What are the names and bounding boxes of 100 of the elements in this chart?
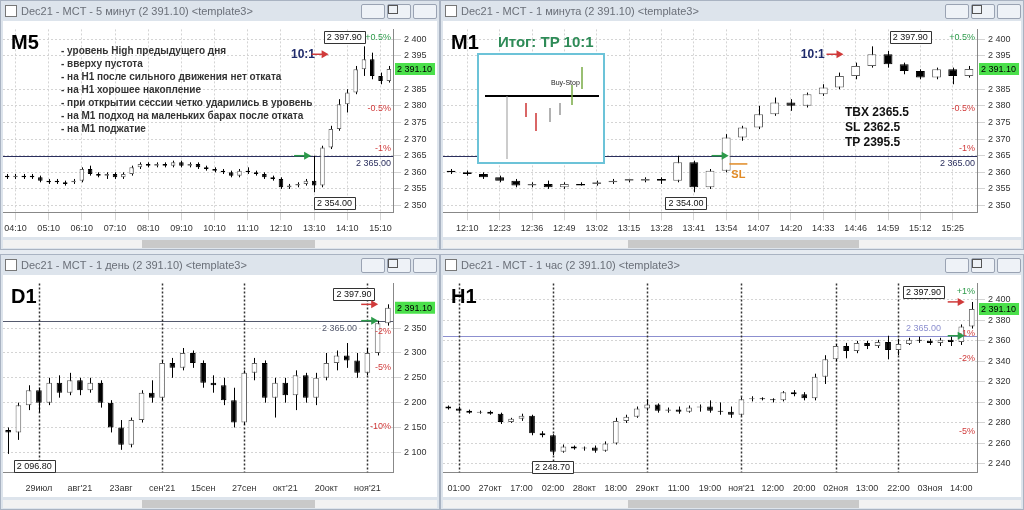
x-tick-label: 06:10: [70, 223, 94, 234]
annotation: TP 2395.5: [845, 135, 901, 150]
x-tick-label: ноя'21: [728, 483, 755, 494]
y-tick-label: 2 320: [988, 376, 1011, 387]
annotation: -5%: [374, 361, 391, 372]
x-tick-label: 11:00: [667, 483, 690, 494]
x-tick-label: 15:10: [369, 223, 392, 234]
x-tick-label: 11:10: [236, 223, 259, 234]
annotation: 2 096.80: [16, 460, 52, 471]
annotation: -5%: [958, 426, 975, 437]
y-tick-label: 2 365: [988, 150, 1011, 161]
y-tick-label: 2 370: [988, 133, 1011, 144]
x-tick-label: 14:00: [950, 483, 973, 494]
x-tick-label: 14:07: [747, 223, 770, 234]
x-tick-label: 09:10: [170, 223, 193, 234]
x-tick-label: 14:20: [779, 223, 803, 234]
annotation: Итог: TP 10:1: [498, 33, 594, 51]
annotation: +0.5%: [949, 31, 975, 42]
annotation: 2 397.90: [892, 32, 928, 43]
x-tick-label: ноя'21: [354, 483, 381, 494]
x-tick-label: 27окт: [478, 483, 502, 494]
annotation: 2 248.70: [534, 462, 570, 472]
y-tick-label: 2 360: [988, 335, 1011, 346]
annotation: - на H1 хорошее накопление: [61, 83, 202, 95]
annotation: -2%: [374, 326, 391, 337]
x-tick-label: окт'21: [272, 483, 298, 494]
y-tick-label: 2 100: [404, 446, 427, 457]
y-tick-label: 2 375: [404, 116, 427, 127]
y-tick-label: 2 355: [404, 183, 427, 194]
annotation: SL: [731, 167, 746, 180]
chart-title: H1: [451, 284, 477, 307]
y-tick-label: 2 400: [988, 294, 1011, 305]
y-tick-label: 2 200: [404, 397, 427, 408]
x-tick-label: 13:00: [855, 483, 879, 494]
x-tick-label: 07:10: [103, 223, 127, 234]
y-tick-label: 2 350: [404, 322, 427, 333]
y-tick-label: 2 380: [988, 100, 1011, 111]
y-tick-label: 2 395: [404, 50, 427, 61]
y-tick-label: 2 400: [988, 33, 1011, 44]
x-tick-label: 12:36: [520, 223, 544, 234]
x-tick-label: 15:12: [909, 223, 932, 234]
ref-line-label: 2 365.00: [355, 157, 391, 168]
y-tick-label: 2 360: [988, 166, 1011, 177]
x-tick-label: 23авг: [109, 483, 134, 494]
y-tick-label: 2 300: [988, 396, 1011, 407]
annotation: SL 2362.5: [845, 120, 901, 135]
x-tick-label: 12:23: [488, 223, 511, 234]
x-tick-label: 12:49: [553, 223, 576, 234]
y-tick-label: 2 300: [404, 347, 427, 358]
x-tick-label: 13:02: [585, 223, 608, 234]
x-tick-label: 13:15: [617, 223, 641, 234]
text: 2 391.10: [397, 302, 433, 313]
annotation: - на H1 после сильного движения нет отката: [61, 70, 282, 82]
x-tick-label: 05:10: [37, 223, 60, 234]
x-tick-label: 29июл: [25, 483, 53, 494]
x-tick-label: 22:00: [887, 483, 910, 494]
chart-subtitle: Dec21 - MCT - 1 день (2 391.10) <template3>: [21, 258, 247, 273]
text: 2 391.10: [981, 304, 1017, 315]
x-tick-label: 28окт: [572, 483, 596, 494]
annotation: 2 354.00: [316, 198, 353, 209]
x-tick-label: 20:00: [792, 483, 816, 494]
ref-line-label: 2 365.00: [905, 322, 941, 333]
x-tick-label: 17:00: [510, 483, 533, 494]
x-tick-label: 14:10: [336, 223, 359, 234]
y-tick-label: 2 365: [404, 150, 427, 161]
x-tick-label: 12:10: [456, 223, 479, 234]
annotation: 10:1: [800, 46, 826, 61]
annotation: -1%: [374, 142, 391, 153]
y-tick-label: 2 340: [988, 355, 1011, 366]
chart-subtitle: Dec21 - MCT - 1 час (2 391.10) <template3>: [461, 258, 680, 273]
x-tick-label: 02ноя: [823, 483, 849, 494]
x-tick-label: 15сен: [190, 483, 216, 494]
annotation: 2 397.90: [906, 286, 942, 297]
chart-title: D1: [11, 284, 37, 307]
y-tick-label: 2 380: [404, 100, 427, 111]
x-tick-label: авг'21: [67, 483, 93, 494]
x-tick-label: 18:00: [604, 483, 628, 494]
annotation: 10:1: [290, 46, 316, 61]
x-tick-label: 12:00: [761, 483, 785, 494]
y-tick-label: 2 350: [988, 200, 1011, 211]
annotation: -1%: [958, 142, 975, 153]
x-tick-label: 19:00: [698, 483, 722, 494]
annotation: - уровень High предыдущего дня: [61, 44, 227, 56]
annotation: -0.5%: [367, 103, 391, 114]
y-tick-label: 2 250: [404, 372, 427, 383]
text: 2 391.10: [397, 63, 433, 74]
x-tick-label: 13:28: [650, 223, 673, 234]
annotation: - при открытии сессии четко ударились в уровень: [61, 96, 313, 108]
chart-title: M1: [451, 30, 479, 53]
y-tick-label: 2 280: [988, 417, 1011, 428]
y-tick-label: 2 375: [988, 116, 1011, 127]
y-tick-label: 2 260: [988, 437, 1011, 448]
annotation: -1%: [958, 327, 975, 338]
y-tick-label: 2 240: [988, 458, 1011, 469]
ref-line-label: 2 365.00: [321, 322, 357, 333]
annotation: +1%: [956, 285, 975, 296]
ref-line-label: 2 365.00: [939, 157, 975, 168]
annotation: -0.5%: [951, 103, 975, 114]
x-tick-label: 03ноя: [917, 483, 943, 494]
x-tick-label: 13:54: [714, 223, 738, 234]
